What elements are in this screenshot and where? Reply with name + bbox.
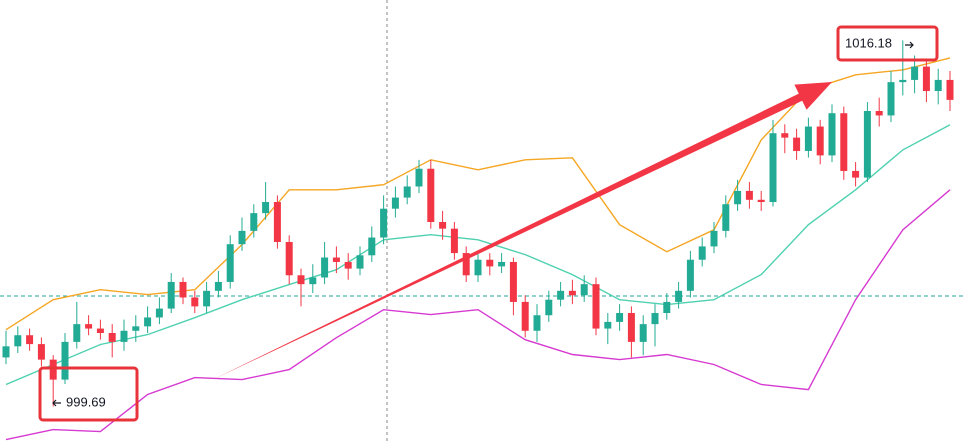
candle-body [769, 133, 777, 203]
candle-body [486, 259, 494, 267]
low-label: 999.69 [66, 394, 106, 409]
band-line [5, 57, 951, 331]
candle-body [415, 168, 423, 187]
candle-body [273, 202, 281, 242]
candle-body [14, 335, 22, 347]
candle-body [580, 284, 588, 296]
candle-body [391, 197, 399, 209]
candle-body [651, 313, 659, 325]
candle-body [250, 213, 258, 231]
candle-body [321, 257, 329, 278]
candle-body [922, 66, 930, 92]
candle-body [144, 317, 152, 327]
candle-body [675, 290, 683, 302]
candle-body [96, 328, 104, 333]
candle-body [368, 237, 376, 256]
candle-body [734, 190, 742, 205]
candle-body [663, 301, 671, 314]
candle-body [852, 170, 860, 178]
candle-body [179, 281, 187, 298]
candle-body [828, 113, 836, 156]
left-arrow-icon [52, 399, 61, 407]
candle-body [568, 290, 576, 296]
candle-body [450, 228, 458, 254]
candle-body [380, 208, 388, 238]
candle-body [73, 324, 81, 342]
candle-body [203, 290, 211, 307]
candle-body [793, 137, 801, 151]
candle-body [439, 222, 447, 229]
candle-body [262, 202, 270, 214]
band-line [5, 189, 951, 441]
candle-body [592, 284, 600, 329]
band-line [5, 124, 951, 386]
right-arrow-icon [905, 41, 914, 49]
candle-body [26, 335, 34, 345]
candle-body [899, 79, 907, 83]
candle-body [474, 259, 482, 276]
candle-body [49, 359, 57, 380]
candle-body [698, 246, 706, 260]
candle-body [863, 111, 871, 178]
candle-body [604, 321, 612, 329]
candle-body [521, 301, 529, 331]
candle-body [745, 190, 753, 200]
candle-body [226, 244, 234, 282]
candle-body [120, 330, 128, 342]
candle-body [557, 290, 565, 300]
candle-body [816, 126, 824, 156]
candle-body [533, 315, 541, 331]
candle-body [167, 281, 175, 309]
trend-arrow [212, 82, 832, 380]
candle-body [781, 133, 789, 138]
candle-body [934, 79, 942, 92]
candle-body [344, 261, 352, 269]
candle-body [403, 186, 411, 198]
candle-body [285, 241, 293, 276]
low-box [38, 366, 139, 422]
candle-body [804, 126, 812, 151]
high-label: 1016.18 [845, 35, 892, 50]
candle-body [108, 333, 116, 342]
candle-body [462, 253, 470, 276]
bollinger-bands [5, 57, 951, 441]
high-box [836, 25, 939, 62]
candle-body [639, 324, 647, 342]
candle-body [309, 277, 317, 285]
candle-body [887, 82, 895, 116]
candle-body [509, 261, 517, 302]
candle-body [875, 111, 883, 116]
candle-body [710, 230, 718, 247]
candle-body [85, 324, 93, 329]
candles [2, 40, 954, 407]
candle-body [427, 168, 435, 222]
candle-body [61, 341, 69, 380]
candle-body [946, 79, 954, 100]
candle-body [911, 66, 919, 80]
candle-body [2, 346, 10, 358]
candle-body [214, 281, 222, 291]
candle-body [356, 255, 364, 269]
candle-body [37, 344, 45, 360]
candle-body [191, 297, 199, 307]
candle-body [545, 299, 553, 316]
candle-body [155, 308, 163, 318]
candle-body [297, 275, 305, 285]
candle-body [238, 230, 246, 245]
candle-body [840, 113, 848, 171]
candle-body [616, 313, 624, 322]
candle-body [722, 204, 730, 231]
candle-body [132, 326, 140, 331]
candle-body [757, 199, 765, 203]
candle-body [686, 259, 694, 291]
candle-body [498, 261, 506, 267]
candle-body [332, 257, 340, 262]
candle-body [627, 313, 635, 342]
